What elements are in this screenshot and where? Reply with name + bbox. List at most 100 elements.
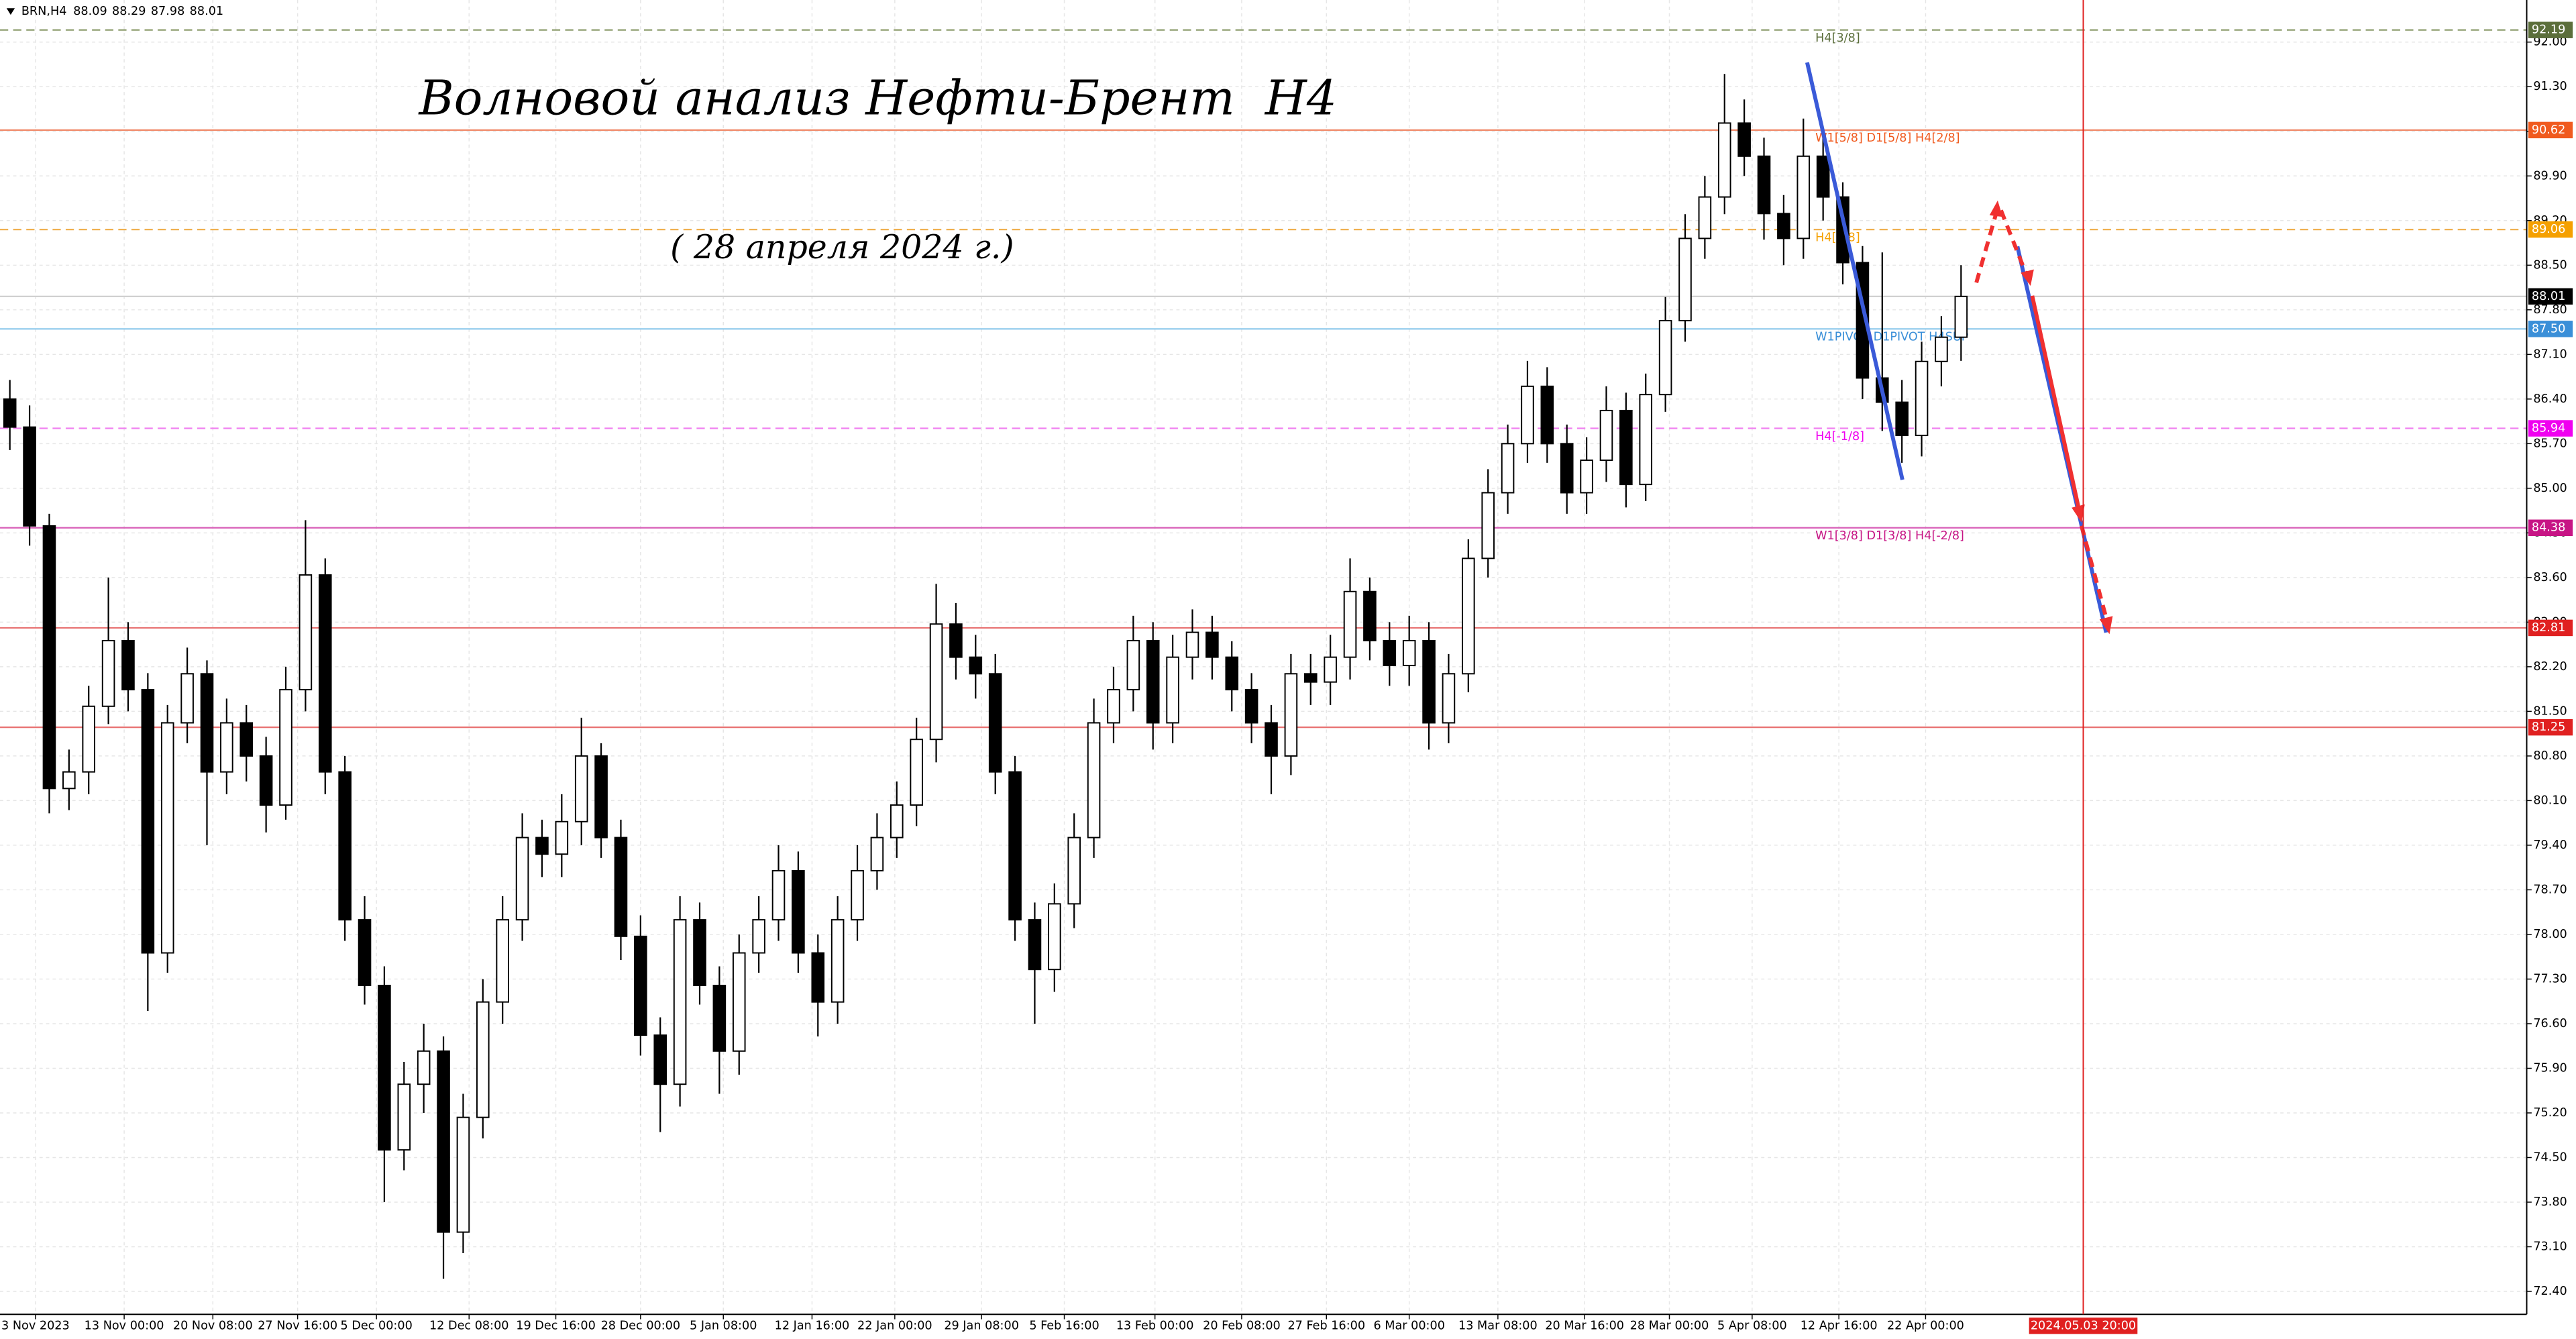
candle-body: [693, 919, 706, 986]
candle-body: [496, 919, 509, 1003]
y-tick-label: 78.00: [2533, 928, 2567, 941]
candle-body: [1599, 409, 1613, 462]
x-tick-label: 20 Nov 08:00: [173, 1319, 253, 1332]
y-tick-label: 77.30: [2533, 972, 2567, 985]
candle-body: [811, 952, 825, 1003]
y-tick-label: 88.50: [2533, 258, 2567, 272]
level-text: W1[3/8] D1[3/8] H4[-2/8]: [1815, 529, 1964, 543]
price-label-box: [2528, 321, 2573, 337]
x-tick-label: 12 Apr 16:00: [1801, 1319, 1878, 1332]
candle-body: [890, 804, 904, 839]
candle-body: [1816, 155, 1830, 198]
y-tick-label: 89.90: [2533, 169, 2567, 182]
candle-body: [1067, 837, 1081, 905]
levels: H4[3/8]W1[5/8] D1[5/8] H4[2/8]H4[1/8]W1P…: [0, 29, 2527, 729]
close: 88.01: [190, 5, 223, 18]
candle-body: [1265, 722, 1278, 757]
arrow-head: [2099, 616, 2113, 635]
candle-body: [851, 869, 864, 921]
candle-body: [1363, 590, 1377, 641]
axes: [0, 0, 2528, 1316]
candle-body: [1717, 122, 1731, 198]
candle-body: [42, 525, 56, 790]
candle-body: [200, 673, 214, 773]
price-label-box: [2528, 619, 2573, 637]
price-label: 84.38: [2532, 521, 2565, 535]
candle-body: [82, 705, 96, 773]
x-tick-label: 19 Dec 16:00: [516, 1319, 596, 1332]
y-tick-label: 74.50: [2533, 1150, 2567, 1164]
price-label: 89.06: [2532, 223, 2565, 236]
candle-body: [1560, 443, 1574, 494]
candle-body: [1757, 155, 1771, 215]
candle-body: [1008, 771, 1022, 921]
candle-body: [673, 919, 687, 1085]
level-text: W1[5/8] D1[5/8] H4[2/8]: [1815, 131, 1960, 145]
candle-body: [1698, 196, 1712, 239]
candle-body: [1737, 122, 1751, 157]
candle-body: [299, 574, 313, 691]
time-marker-box: [2029, 1318, 2138, 1334]
candle-body: [1442, 673, 1456, 724]
candle-body: [910, 739, 923, 806]
candle-body: [1284, 673, 1298, 757]
x-tick-label: 20 Mar 16:00: [1545, 1319, 1624, 1332]
y-tick-label: 82.20: [2533, 660, 2567, 674]
candle-body: [1303, 673, 1318, 683]
y-tick-label: 73.80: [2533, 1195, 2567, 1209]
candle-body: [279, 689, 292, 806]
price-label-box: [2528, 288, 2573, 305]
price-label: 88.01: [2532, 290, 2565, 303]
candle-body: [101, 639, 115, 707]
candle-body: [1225, 656, 1239, 691]
candle-body: [1126, 639, 1140, 691]
candle-body: [1935, 336, 1948, 362]
candle-body: [653, 1034, 667, 1085]
x-tick-label: 28 Dec 00:00: [601, 1319, 681, 1332]
price-label: 87.50: [2532, 322, 2565, 335]
x-tick-label: 20 Feb 08:00: [1203, 1319, 1281, 1332]
y-tick-label: 80.10: [2533, 794, 2567, 807]
candle-body: [1462, 557, 1475, 675]
candle-body: [23, 426, 36, 527]
wave-line: [1805, 62, 1904, 480]
candle-body: [239, 722, 254, 757]
x-tick-label: 28 Mar 00:00: [1630, 1319, 1709, 1332]
candle-body: [634, 935, 647, 1036]
candle-body: [555, 820, 569, 855]
chart-title: Волновой анализ Нефти-Брент H4: [417, 70, 1336, 125]
y-tick-label: 91.30: [2533, 80, 2567, 93]
candle-body: [397, 1083, 411, 1151]
candle-body: [1521, 385, 1534, 445]
candle-body: [141, 689, 155, 954]
x-tick-label: 13 Mar 08:00: [1458, 1319, 1538, 1332]
candle-body: [969, 656, 983, 675]
grid: [0, 0, 2527, 1315]
candle-body: [180, 673, 194, 724]
candle-body: [1146, 639, 1160, 724]
y-tick-label: 81.50: [2533, 704, 2567, 718]
x-tick-label: 22 Jan 00:00: [857, 1319, 932, 1332]
forecast-arrow: [1999, 209, 2028, 274]
candle-body: [614, 837, 628, 937]
y-tick-label: 85.70: [2533, 437, 2567, 450]
candle-body: [752, 919, 765, 954]
candle-body: [712, 984, 727, 1052]
candle-body: [456, 1116, 470, 1233]
candle-body: [1048, 903, 1061, 971]
candle-body: [949, 623, 963, 658]
candle-body: [259, 755, 273, 806]
price-label: 81.25: [2532, 720, 2565, 734]
forecast-arrow: [2030, 295, 2080, 506]
candle-body: [1087, 722, 1101, 839]
x-tick-label: 5 Apr 08:00: [1717, 1319, 1787, 1332]
y-tick-label: 87.10: [2533, 347, 2567, 361]
candle-body: [1658, 319, 1672, 396]
candle-body: [1619, 409, 1633, 486]
candle-body: [1895, 401, 1909, 436]
candle-body: [1678, 237, 1692, 321]
level-text: H4[-1/8]: [1815, 430, 1864, 443]
candle-body: [358, 919, 372, 986]
